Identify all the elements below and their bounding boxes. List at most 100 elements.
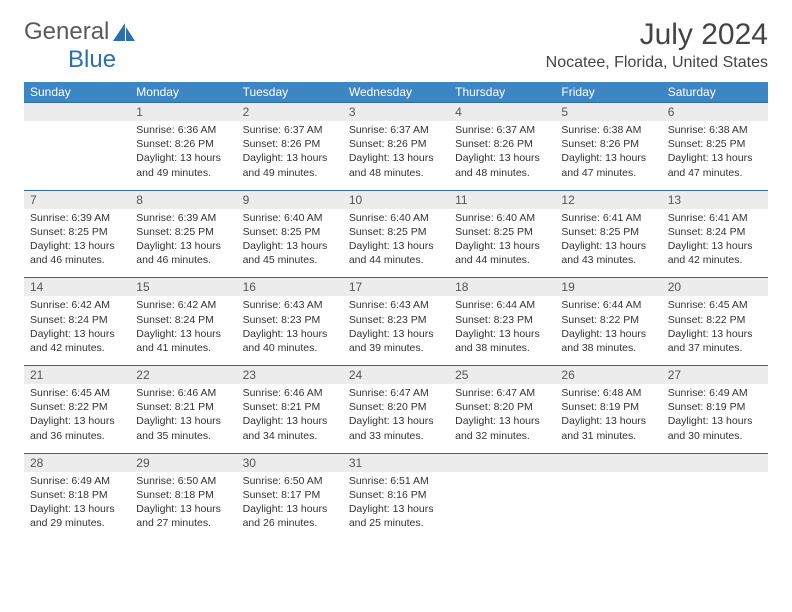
calendar-body: 1 Sunrise: 6:36 AM Sunset: 8:26 PM Daylight… [24,103,768,541]
sunrise-line: Sunrise: 6:40 AM [455,211,549,225]
sunrise-line: Sunrise: 6:37 AM [455,123,549,137]
logo-word-1: General [24,18,109,46]
calendar-cell: 15Sunrise: 6:42 AMSunset: 8:24 PMDayligh… [130,278,236,366]
daylight-line: Daylight: 13 hours and 47 minutes. [668,151,762,179]
daylight-line: Daylight: 13 hours and 30 minutes. [668,414,762,442]
day-number: 24 [343,366,449,384]
day-body: Sunrise: 6:47 AMSunset: 8:20 PMDaylight:… [449,384,555,453]
calendar-cell: 21Sunrise: 6:45 AMSunset: 8:22 PMDayligh… [24,366,130,454]
sunset-line: Sunset: 8:22 PM [668,313,762,327]
sunrise-line: Sunrise: 6:37 AM [349,123,443,137]
sunset-line: Sunset: 8:19 PM [668,400,762,414]
sunrise-line: Sunrise: 6:36 AM [136,123,230,137]
daylight-line: Daylight: 13 hours and 34 minutes. [243,414,337,442]
sunset-line: Sunset: 8:25 PM [243,225,337,239]
calendar-cell: 10Sunrise: 6:40 AMSunset: 8:25 PMDayligh… [343,190,449,278]
sunrise-line: Sunrise: 6:40 AM [349,211,443,225]
daylight-line: Daylight: 13 hours and 35 minutes. [136,414,230,442]
sunset-line: Sunset: 8:26 PM [561,137,655,151]
sunset-line: Sunset: 8:21 PM [243,400,337,414]
sunset-line: Sunset: 8:23 PM [455,313,549,327]
sunset-line: Sunset: 8:16 PM [349,488,443,502]
day-header: Saturday [662,82,768,103]
daylight-line: Daylight: 13 hours and 39 minutes. [349,327,443,355]
sunrise-line: Sunrise: 6:44 AM [561,298,655,312]
daylight-line: Daylight: 13 hours and 31 minutes. [561,414,655,442]
day-body: Sunrise: 6:40 AMSunset: 8:25 PMDaylight:… [449,209,555,278]
sunset-line: Sunset: 8:20 PM [349,400,443,414]
sunset-line: Sunset: 8:25 PM [136,225,230,239]
daylight-line: Daylight: 13 hours and 38 minutes. [561,327,655,355]
day-body: Sunrise: 6:45 AMSunset: 8:22 PMDaylight:… [24,384,130,453]
logo-sail-icon [111,21,137,43]
daylight-line: Daylight: 13 hours and 49 minutes. [136,151,230,179]
day-header: Monday [130,82,236,103]
day-number: 31 [343,454,449,472]
daylight-line: Daylight: 13 hours and 26 minutes. [243,502,337,530]
day-body: Sunrise: 6:42 AMSunset: 8:24 PMDaylight:… [130,296,236,365]
calendar-cell: 12 Sunrise: 6:41 AMSunset: 8:25 PMDayligh… [555,190,661,278]
daylight-line: Daylight: 13 hours and 40 minutes. [243,327,337,355]
day-number: 16 [237,278,343,296]
calendar-cell: 22Sunrise: 6:46 AMSunset: 8:21 PMDayligh… [130,366,236,454]
sunrise-line: Sunrise: 6:37 AM [243,123,337,137]
sunset-line: Sunset: 8:24 PM [30,313,124,327]
daylight-line: Daylight: 13 hours and 43 minutes. [561,239,655,267]
daylight-line: Daylight: 13 hours and 46 minutes. [30,239,124,267]
calendar-head: SundayMondayTuesdayWednesdayThursdayFrid… [24,82,768,103]
day-body: Sunrise: 6:37 AMSunset: 8:26 PMDaylight:… [343,121,449,190]
daylight-line: Daylight: 13 hours and 37 minutes. [668,327,762,355]
sunrise-line: Sunrise: 6:49 AM [668,386,762,400]
sunset-line: Sunset: 8:24 PM [668,225,762,239]
sunrise-line: Sunrise: 6:51 AM [349,474,443,488]
daylight-line: Daylight: 13 hours and 41 minutes. [136,327,230,355]
sunset-line: Sunset: 8:17 PM [243,488,337,502]
sunrise-line: Sunrise: 6:43 AM [243,298,337,312]
calendar-cell: 11Sunrise: 6:40 AMSunset: 8:25 PMDayligh… [449,190,555,278]
sunrise-line: Sunrise: 6:41 AM [561,211,655,225]
calendar-cell: 14Sunrise: 6:42 AMSunset: 8:24 PMDayligh… [24,278,130,366]
daylight-line: Daylight: 13 hours and 32 minutes. [455,414,549,442]
sunrise-line: Sunrise: 6:48 AM [561,386,655,400]
day-body: Sunrise: 6:37 AMSunset: 8:26 PMDaylight:… [449,121,555,190]
daylight-line: Daylight: 13 hours and 42 minutes. [668,239,762,267]
day-body: Sunrise: 6:49 AMSunset: 8:19 PMDaylight:… [662,384,768,453]
sunset-line: Sunset: 8:25 PM [30,225,124,239]
sunrise-line: Sunrise: 6:39 AM [136,211,230,225]
day-number: 21 [24,366,130,384]
day-body: Sunrise: 6:38 AMSunset: 8:26 PMDaylight:… [555,121,661,190]
day-number: 15 [130,278,236,296]
daylight-line: Daylight: 13 hours and 42 minutes. [30,327,124,355]
calendar-week-row: 7Sunrise: 6:39 AMSunset: 8:25 PMDaylight… [24,190,768,278]
logo: General [24,18,139,46]
day-number: 3 [343,103,449,121]
day-number: 1 [130,103,236,121]
calendar-week-row: 21Sunrise: 6:45 AMSunset: 8:22 PMDayligh… [24,366,768,454]
calendar-cell: 8Sunrise: 6:39 AMSunset: 8:25 PMDaylight… [130,190,236,278]
sunset-line: Sunset: 8:25 PM [349,225,443,239]
day-number: 25 [449,366,555,384]
sunset-line: Sunset: 8:25 PM [668,137,762,151]
daylight-line: Daylight: 13 hours and 44 minutes. [455,239,549,267]
day-number: 27 [662,366,768,384]
day-number: 2 [237,103,343,121]
daylight-line: Daylight: 13 hours and 27 minutes. [136,502,230,530]
day-body: Sunrise: 6:39 AMSunset: 8:25 PMDaylight:… [130,209,236,278]
day-header: Tuesday [237,82,343,103]
calendar-cell: 3Sunrise: 6:37 AMSunset: 8:26 PMDaylight… [343,103,449,191]
calendar-cell [555,453,661,540]
sunrise-line: Sunrise: 6:45 AM [30,386,124,400]
calendar-cell: 5Sunrise: 6:38 AMSunset: 8:26 PMDaylight… [555,103,661,191]
sunset-line: Sunset: 8:25 PM [561,225,655,239]
calendar-cell: 17Sunrise: 6:43 AMSunset: 8:23 PMDayligh… [343,278,449,366]
sunset-line: Sunset: 8:18 PM [30,488,124,502]
calendar-cell: 31Sunrise: 6:51 AMSunset: 8:16 PMDayligh… [343,453,449,540]
day-body-empty [449,472,555,534]
calendar-cell: 20Sunrise: 6:45 AMSunset: 8:22 PMDayligh… [662,278,768,366]
day-number: 29 [130,454,236,472]
day-number: 12 [555,191,661,209]
sunrise-line: Sunrise: 6:45 AM [668,298,762,312]
calendar-cell: 9Sunrise: 6:40 AMSunset: 8:25 PMDaylight… [237,190,343,278]
day-body-empty [24,121,130,183]
sunset-line: Sunset: 8:23 PM [349,313,443,327]
